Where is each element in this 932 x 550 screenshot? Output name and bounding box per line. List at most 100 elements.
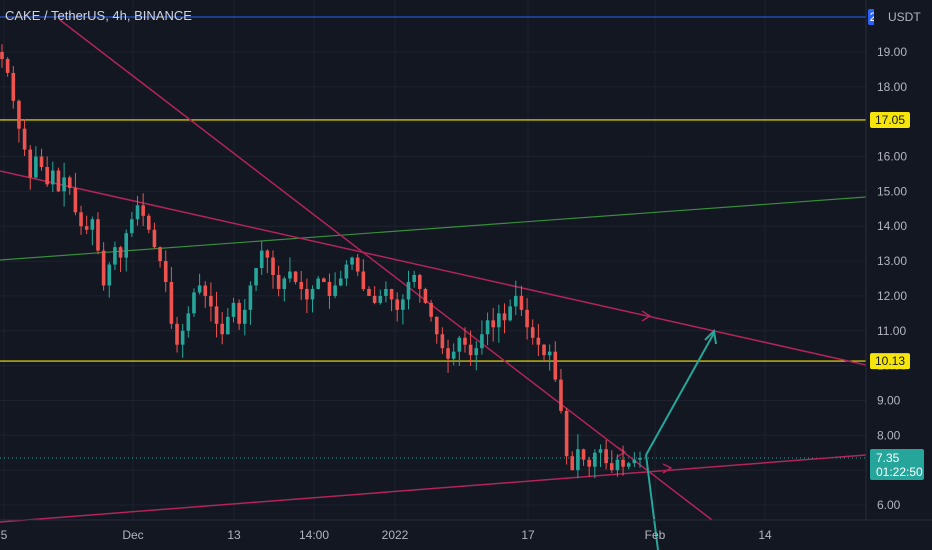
x-tick-label: 5	[1, 528, 8, 542]
candle-body	[389, 288, 394, 300]
x-tick-label: Feb	[645, 528, 666, 542]
candle-body	[553, 351, 558, 380]
candle-body	[547, 351, 552, 356]
candle-body	[259, 250, 264, 269]
candle-body	[322, 278, 326, 282]
candle-body	[34, 156, 38, 178]
candle-body	[367, 288, 371, 296]
candle-body	[463, 337, 467, 345]
candle-body	[446, 348, 450, 359]
candle-body	[0, 52, 4, 59]
time-axis[interactable]: 5 Dec 13 14:00 2022 17 Feb 14	[1, 528, 772, 542]
price-tag-label: 2	[870, 10, 877, 24]
candle-body	[519, 295, 524, 310]
candle-body	[17, 100, 21, 129]
candle-body	[536, 337, 541, 345]
candle-body	[491, 320, 496, 328]
candle-body	[79, 212, 83, 227]
candle-body	[248, 285, 253, 310]
candle-body	[508, 306, 512, 321]
trendline-arrowhead	[641, 310, 652, 322]
currency-label: USDT	[888, 10, 921, 24]
candle-body	[401, 299, 405, 310]
candle-body	[113, 247, 117, 265]
up-projection-arrow	[645, 332, 715, 456]
candle-body	[186, 313, 191, 331]
candle-body	[440, 334, 445, 349]
candle-body	[581, 449, 586, 460]
trendline-arrowhead	[662, 463, 673, 474]
candle-body	[372, 295, 377, 303]
candle-body	[310, 288, 315, 300]
y-tick-label: 11.00	[877, 324, 906, 338]
candle-body	[299, 281, 304, 289]
candle-body	[130, 219, 134, 234]
candle-body	[587, 459, 591, 467]
candle-body	[412, 275, 416, 282]
candle-body	[214, 306, 219, 324]
candle-body	[626, 463, 631, 467]
candle-body	[209, 295, 213, 307]
projection-arrows	[645, 328, 717, 550]
candle-body	[350, 257, 354, 265]
candle-body	[169, 281, 174, 324]
candle-body	[56, 170, 61, 192]
y-tick-label: 8.00	[877, 428, 901, 442]
bar-countdown: 01:22:50	[876, 465, 923, 479]
candle-body	[530, 327, 535, 338]
down-projection-arrow	[645, 454, 659, 550]
y-tick-label: 19.00	[877, 45, 907, 59]
candle-body	[502, 313, 507, 321]
trendline-arrowhead	[616, 446, 627, 458]
candle-body	[559, 379, 563, 411]
candle-body	[101, 250, 106, 286]
candle-body	[276, 275, 281, 289]
candle-body	[525, 309, 529, 328]
price-tag-box	[870, 353, 910, 370]
x-tick-label: 2022	[382, 528, 409, 542]
candle-body	[638, 457, 642, 460]
candle-body	[564, 410, 569, 457]
candle-body	[570, 456, 575, 471]
candle-body	[451, 351, 456, 359]
x-tick-label: 14:00	[299, 528, 329, 542]
y-tick-label: 12.00	[877, 289, 907, 303]
last-price-value: 7.35	[876, 451, 900, 465]
candle-body	[146, 215, 151, 230]
price-tag-label: 17.05	[875, 113, 905, 127]
candle-body	[593, 452, 597, 467]
x-tick-label: 17	[521, 528, 535, 542]
candle-body	[621, 459, 625, 467]
candle-body	[395, 299, 400, 310]
x-tick-label: 13	[227, 528, 241, 542]
candle-body	[316, 278, 320, 289]
y-tick-label: 16.00	[877, 150, 907, 164]
arrow-head	[704, 328, 717, 345]
candle-body	[73, 187, 78, 213]
horizontal-levels	[0, 16, 866, 459]
candle-body	[96, 219, 100, 251]
steep-descending-line	[59, 19, 713, 521]
candle-body	[429, 302, 433, 317]
candle-body	[423, 288, 428, 303]
trendline-drawings	[0, 19, 867, 523]
y-tick-label: 9.00	[877, 393, 901, 407]
candle-body	[39, 156, 44, 167]
currency-label-box	[874, 9, 918, 25]
candle-body	[333, 285, 337, 296]
candle-body	[141, 205, 145, 216]
candle-body	[542, 344, 546, 356]
candle-body	[288, 271, 292, 279]
x-tick-label: Dec	[122, 528, 143, 542]
candle-body	[242, 309, 247, 324]
candle-body	[598, 449, 603, 453]
candle-body	[180, 330, 185, 345]
candle-body	[192, 292, 196, 314]
candle-body	[135, 205, 140, 220]
candle-body	[513, 295, 518, 307]
x-tick-label: 14	[758, 528, 772, 542]
candle-body	[237, 302, 241, 324]
price-tag-label: 10.13	[875, 354, 905, 368]
